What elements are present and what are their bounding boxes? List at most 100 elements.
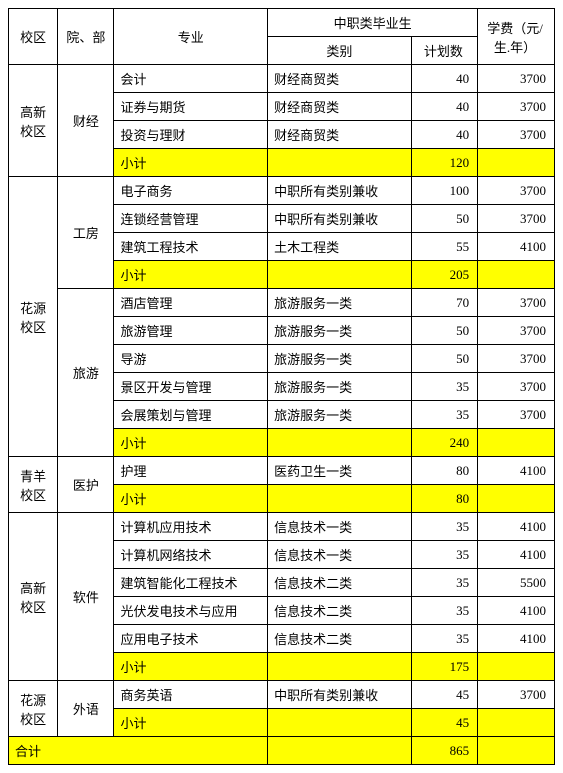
subtotal-plan: 175	[411, 653, 478, 681]
total-fee	[478, 737, 555, 765]
header-major: 专业	[114, 9, 268, 65]
major-cell: 旅游管理	[114, 317, 268, 345]
major-cell: 建筑智能化工程技术	[114, 569, 268, 597]
subtotal-plan: 80	[411, 485, 478, 513]
header-category: 类别	[268, 37, 411, 65]
dept-cell: 外语	[58, 681, 114, 737]
plan-cell: 35	[411, 373, 478, 401]
plan-cell: 35	[411, 569, 478, 597]
subtotal-category	[268, 149, 411, 177]
category-cell: 信息技术一类	[268, 513, 411, 541]
major-cell: 计算机应用技术	[114, 513, 268, 541]
table-header: 校区 院、部 专业 中职类毕业生 学费（元/生.年） 类别 计划数	[9, 9, 555, 65]
plan-cell: 50	[411, 205, 478, 233]
plan-cell: 50	[411, 345, 478, 373]
dept-cell: 财经	[58, 65, 114, 177]
total-category	[268, 737, 411, 765]
major-cell: 商务英语	[114, 681, 268, 709]
category-cell: 财经商贸类	[268, 121, 411, 149]
table-row: 花源校区工房电子商务中职所有类别兼收1003700	[9, 177, 555, 205]
table-row: 旅游酒店管理旅游服务一类703700	[9, 289, 555, 317]
table-body: 高新校区财经会计财经商贸类403700证券与期货财经商贸类403700投资与理财…	[9, 65, 555, 765]
fee-cell: 3700	[478, 177, 555, 205]
major-cell: 导游	[114, 345, 268, 373]
plan-cell: 35	[411, 401, 478, 429]
fee-cell: 3700	[478, 317, 555, 345]
campus-cell: 花源校区	[9, 177, 58, 457]
category-cell: 中职所有类别兼收	[268, 205, 411, 233]
header-dept: 院、部	[58, 9, 114, 65]
subtotal-label: 小计	[114, 429, 268, 457]
plan-cell: 40	[411, 65, 478, 93]
category-cell: 旅游服务一类	[268, 289, 411, 317]
subtotal-plan: 45	[411, 709, 478, 737]
category-cell: 信息技术二类	[268, 597, 411, 625]
subtotal-label: 小计	[114, 149, 268, 177]
subtotal-label: 小计	[114, 485, 268, 513]
header-grad-group: 中职类毕业生	[268, 9, 478, 37]
dept-cell: 工房	[58, 177, 114, 289]
dept-cell: 医护	[58, 457, 114, 513]
total-plan: 865	[411, 737, 478, 765]
dept-cell: 旅游	[58, 289, 114, 457]
subtotal-label: 小计	[114, 653, 268, 681]
fee-cell: 3700	[478, 345, 555, 373]
fee-cell: 4100	[478, 597, 555, 625]
major-cell: 证券与期货	[114, 93, 268, 121]
fee-cell: 3700	[478, 93, 555, 121]
fee-cell: 3700	[478, 65, 555, 93]
category-cell: 信息技术一类	[268, 541, 411, 569]
category-cell: 中职所有类别兼收	[268, 681, 411, 709]
subtotal-plan: 205	[411, 261, 478, 289]
major-cell: 电子商务	[114, 177, 268, 205]
subtotal-category	[268, 653, 411, 681]
fee-cell: 4100	[478, 233, 555, 261]
table-row: 高新校区软件计算机应用技术信息技术一类354100	[9, 513, 555, 541]
category-cell: 财经商贸类	[268, 65, 411, 93]
fee-cell: 3700	[478, 289, 555, 317]
fee-cell: 3700	[478, 205, 555, 233]
campus-cell: 花源校区	[9, 681, 58, 737]
major-cell: 计算机网络技术	[114, 541, 268, 569]
plan-cell: 70	[411, 289, 478, 317]
enrollment-table: 校区 院、部 专业 中职类毕业生 学费（元/生.年） 类别 计划数 高新校区财经…	[8, 8, 555, 765]
dept-cell: 软件	[58, 513, 114, 681]
category-cell: 旅游服务一类	[268, 345, 411, 373]
major-cell: 会展策划与管理	[114, 401, 268, 429]
major-cell: 光伏发电技术与应用	[114, 597, 268, 625]
campus-cell: 青羊校区	[9, 457, 58, 513]
subtotal-category	[268, 261, 411, 289]
category-cell: 旅游服务一类	[268, 401, 411, 429]
subtotal-plan: 120	[411, 149, 478, 177]
header-fee: 学费（元/生.年）	[478, 9, 555, 65]
subtotal-category	[268, 709, 411, 737]
category-cell: 信息技术二类	[268, 569, 411, 597]
subtotal-plan: 240	[411, 429, 478, 457]
subtotal-label: 小计	[114, 709, 268, 737]
subtotal-category	[268, 429, 411, 457]
plan-cell: 80	[411, 457, 478, 485]
category-cell: 旅游服务一类	[268, 373, 411, 401]
subtotal-fee	[478, 261, 555, 289]
subtotal-category	[268, 485, 411, 513]
fee-cell: 5500	[478, 569, 555, 597]
fee-cell: 3700	[478, 401, 555, 429]
plan-cell: 40	[411, 93, 478, 121]
campus-cell: 高新校区	[9, 513, 58, 681]
fee-cell: 3700	[478, 681, 555, 709]
subtotal-fee	[478, 653, 555, 681]
subtotal-label: 小计	[114, 261, 268, 289]
major-cell: 会计	[114, 65, 268, 93]
category-cell: 土木工程类	[268, 233, 411, 261]
total-label: 合计	[9, 737, 268, 765]
major-cell: 建筑工程技术	[114, 233, 268, 261]
plan-cell: 35	[411, 541, 478, 569]
fee-cell: 4100	[478, 457, 555, 485]
plan-cell: 50	[411, 317, 478, 345]
category-cell: 旅游服务一类	[268, 317, 411, 345]
major-cell: 应用电子技术	[114, 625, 268, 653]
campus-cell: 高新校区	[9, 65, 58, 177]
category-cell: 信息技术二类	[268, 625, 411, 653]
major-cell: 护理	[114, 457, 268, 485]
major-cell: 连锁经营管理	[114, 205, 268, 233]
